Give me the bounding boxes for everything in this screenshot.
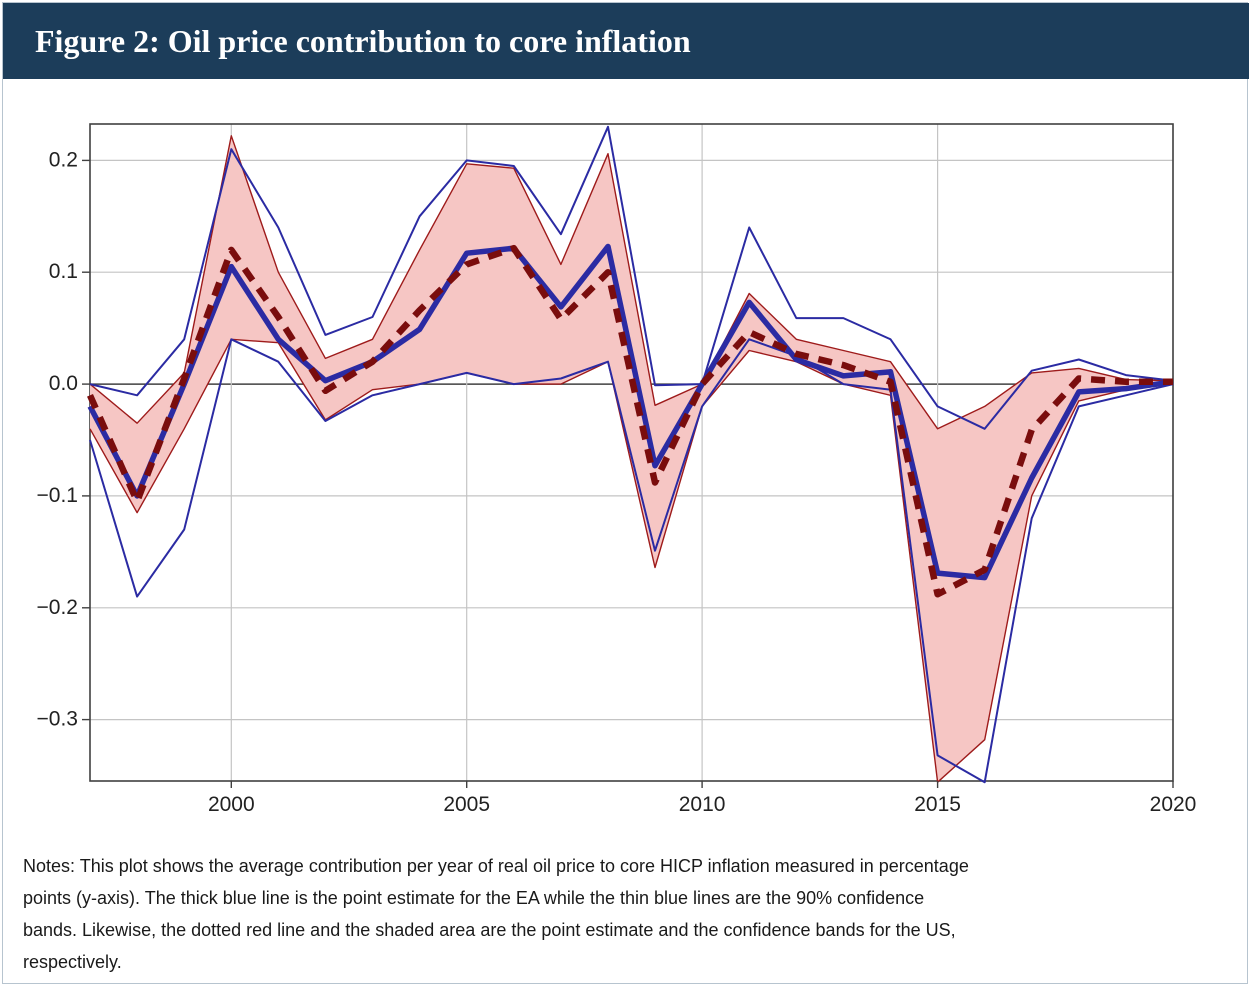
svg-text:2005: 2005 — [443, 793, 490, 816]
svg-text:0.1: 0.1 — [49, 260, 78, 283]
svg-text:0.2: 0.2 — [49, 148, 78, 171]
svg-text:2015: 2015 — [914, 793, 961, 816]
svg-text:−0.1: −0.1 — [37, 484, 78, 507]
svg-text:−0.2: −0.2 — [37, 596, 78, 619]
svg-text:0.0: 0.0 — [49, 372, 78, 395]
svg-text:2010: 2010 — [679, 793, 726, 816]
svg-text:2000: 2000 — [208, 793, 255, 816]
svg-text:2020: 2020 — [1150, 793, 1197, 816]
svg-text:−0.3: −0.3 — [37, 708, 78, 731]
